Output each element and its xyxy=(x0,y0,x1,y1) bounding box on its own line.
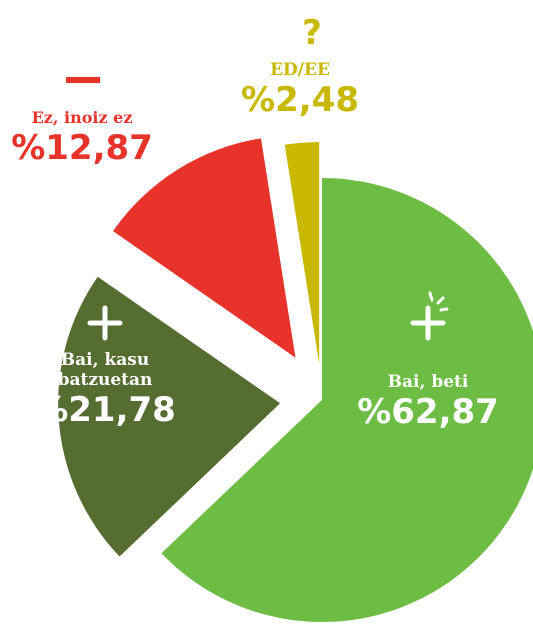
plus-icon xyxy=(87,305,123,341)
plus-icon xyxy=(410,305,446,341)
value-label: %21,78 xyxy=(34,390,176,430)
category-label: Bai, beti xyxy=(387,372,469,392)
value-label: %12,87 xyxy=(11,128,153,168)
pie-slice xyxy=(284,142,320,365)
pie-slice xyxy=(113,138,296,358)
category-label: Ez, inoiz ez xyxy=(31,108,133,127)
slice-label: Bai, kasu batzuetan %21,78 xyxy=(34,350,176,430)
category-label: Bai, kasu batzuetan xyxy=(57,350,153,390)
pie-slice xyxy=(58,276,281,557)
sparkle xyxy=(428,291,449,312)
category-label: ED/EE xyxy=(270,60,330,80)
value-label: %2,48 xyxy=(241,80,359,120)
pie-slice xyxy=(161,178,533,622)
value-label: %62,87 xyxy=(357,392,499,432)
slice-label: Ez, inoiz ez %12,87 xyxy=(11,108,153,168)
slice-label: ED/EE %2,48 xyxy=(241,60,359,120)
slice-label: Bai, beti %62,87 xyxy=(357,372,499,432)
question-icon: ? xyxy=(302,13,322,53)
